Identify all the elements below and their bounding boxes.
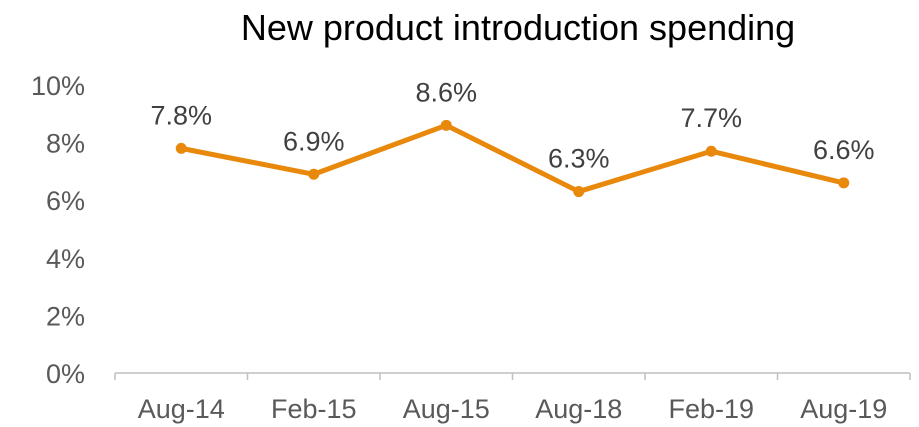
- chart-title: New product introduction spending: [241, 7, 795, 48]
- data-label: 7.8%: [150, 100, 212, 130]
- data-label: 6.9%: [283, 126, 345, 156]
- y-tick-label: 6%: [46, 186, 85, 216]
- y-tick-label: 8%: [46, 129, 85, 159]
- data-label: 7.7%: [680, 103, 742, 133]
- data-point: [440, 119, 452, 131]
- data-point: [175, 142, 187, 154]
- x-tick-label: Aug-18: [535, 394, 622, 424]
- x-tick-label: Feb-15: [271, 394, 357, 424]
- y-tick-label: 2%: [46, 301, 85, 331]
- y-tick-label: 4%: [46, 244, 85, 274]
- data-label: 8.6%: [415, 77, 477, 107]
- x-axis: Aug-14 Feb-15 Aug-15 Aug-18 Feb-19 Aug-19: [114, 372, 911, 424]
- series-line: [178, 122, 847, 195]
- data-point: [573, 186, 585, 198]
- x-tick-label: Feb-19: [668, 394, 754, 424]
- x-tick-label: Aug-19: [800, 394, 887, 424]
- y-tick-label: 0%: [46, 359, 85, 389]
- y-tick-label: 10%: [31, 71, 85, 101]
- data-point: [838, 177, 850, 189]
- x-tick-label: Aug-14: [138, 394, 225, 424]
- data-label: 6.3%: [548, 144, 610, 174]
- y-axis-ticks: 0% 2% 4% 6% 8% 10%: [31, 71, 85, 389]
- x-tick-label: Aug-15: [403, 394, 490, 424]
- data-label: 6.6%: [813, 135, 875, 165]
- data-labels: 7.8% 6.9% 8.6% 6.3% 7.7% 6.6%: [150, 77, 874, 173]
- data-point: [705, 145, 717, 157]
- data-point: [308, 168, 320, 180]
- series-group: [175, 119, 850, 198]
